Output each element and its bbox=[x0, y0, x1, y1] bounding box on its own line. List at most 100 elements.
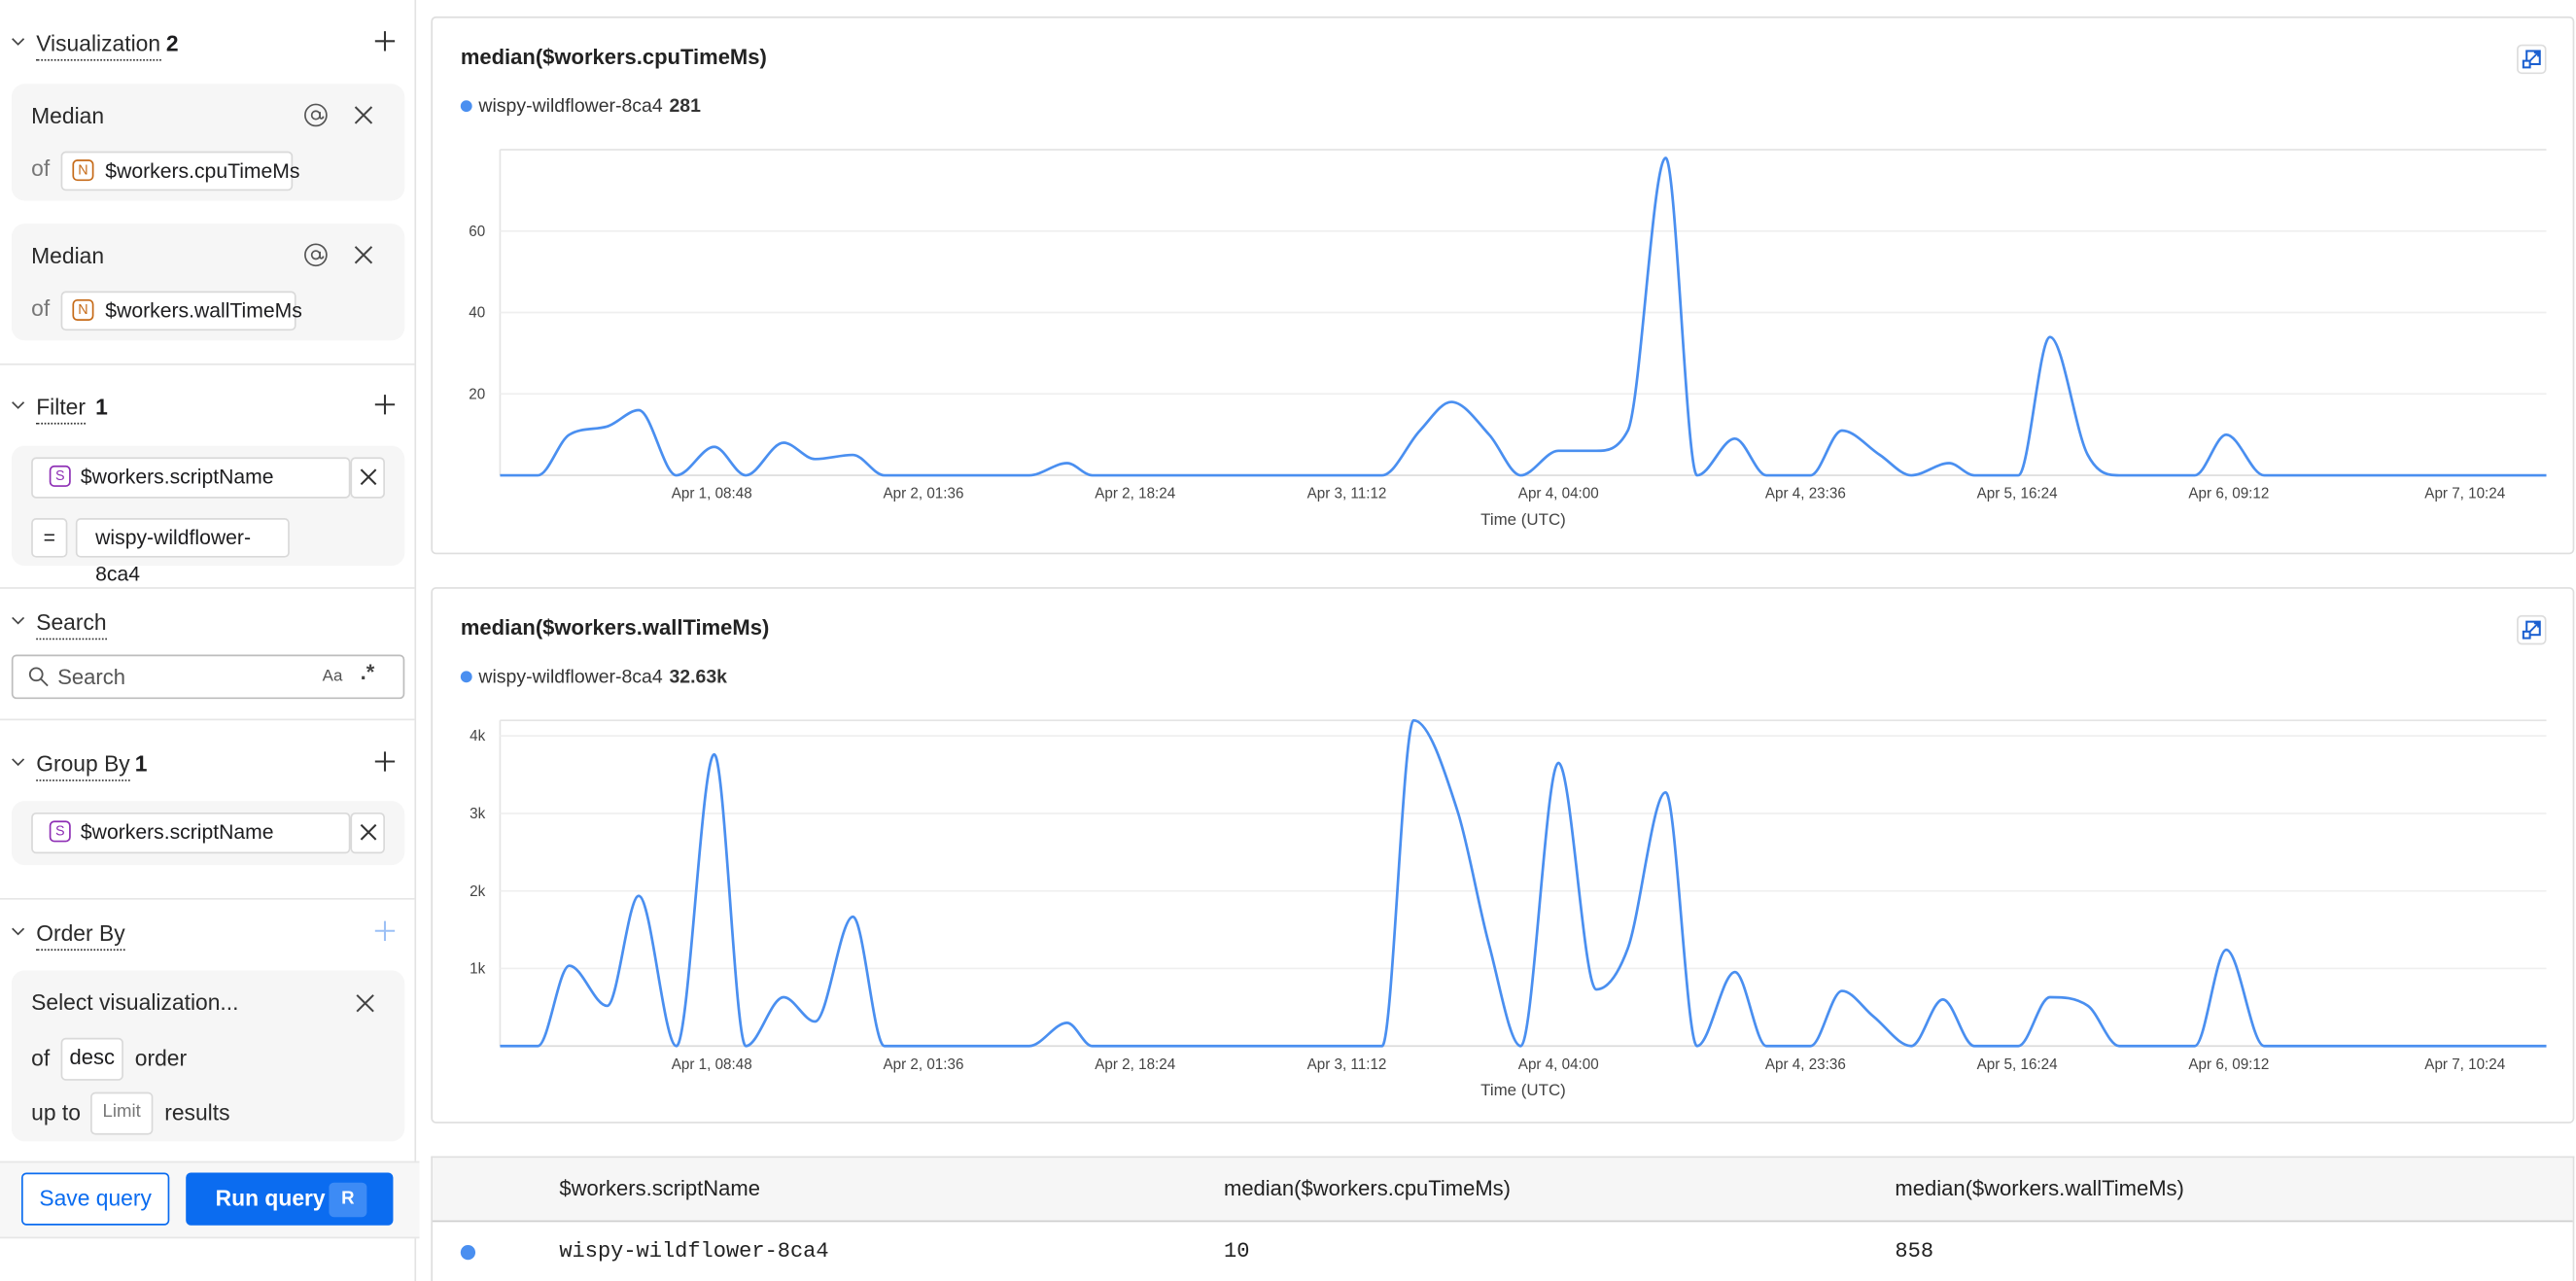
match-case-toggle[interactable]: Aa bbox=[322, 668, 343, 686]
divider bbox=[0, 718, 415, 721]
string-type-badge: S bbox=[49, 820, 71, 843]
table-cell: wispy-wildflower-8ca4 bbox=[559, 1238, 829, 1264]
limit-input[interactable]: Limit bbox=[90, 1091, 154, 1135]
visualization-title: Visualization bbox=[36, 31, 161, 61]
alias-at-icon[interactable] bbox=[302, 102, 329, 128]
table-cell: 858 bbox=[1895, 1238, 1934, 1264]
order-by-section-header[interactable]: Order By bbox=[0, 917, 414, 953]
expand-chart-button[interactable] bbox=[2517, 44, 2547, 75]
group-by-card: S $workers.scriptName bbox=[11, 801, 405, 866]
x-tick-label: Apr 4, 23:36 bbox=[1765, 486, 1846, 502]
column-header[interactable]: median($workers.cpuTimeMs) bbox=[1223, 1175, 1512, 1201]
order-by-title: Order By bbox=[36, 921, 125, 952]
chevron-down-icon[interactable] bbox=[12, 755, 25, 769]
operator-select[interactable]: = bbox=[31, 518, 68, 558]
x-tick-label: Apr 7, 10:24 bbox=[2424, 1056, 2505, 1073]
aggregate-function[interactable]: Median bbox=[31, 243, 105, 268]
save-query-button[interactable]: Save query bbox=[20, 1172, 170, 1226]
x-tick-label: Apr 4, 04:00 bbox=[1518, 486, 1599, 502]
series-color-dot bbox=[460, 1244, 476, 1261]
x-tick-label: Apr 4, 04:00 bbox=[1518, 1056, 1599, 1073]
filter-count: 1 bbox=[95, 395, 108, 420]
field-chip[interactable]: N $workers.cpuTimeMs bbox=[60, 151, 300, 191]
query-builder-sidebar: Visualization 2 Median of N $workers.cpu… bbox=[0, 0, 420, 1281]
add-visualization-plus-icon[interactable] bbox=[373, 29, 397, 52]
y-tick-label: 2k bbox=[470, 883, 485, 900]
chevron-down-icon[interactable] bbox=[12, 613, 25, 627]
search-icon bbox=[28, 667, 49, 687]
chevron-down-icon[interactable] bbox=[12, 924, 25, 938]
remove-x-icon[interactable] bbox=[350, 102, 376, 128]
remove-filter-button[interactable] bbox=[350, 457, 385, 499]
number-type-badge: N bbox=[72, 298, 94, 321]
filter-card: S $workers.scriptName = wispy-wildflower… bbox=[11, 445, 405, 585]
visualization-section-header[interactable]: Visualization 2 bbox=[0, 28, 414, 64]
results-label: results bbox=[164, 1100, 230, 1125]
close-icon bbox=[360, 823, 377, 841]
add-order-by-plus-icon[interactable] bbox=[373, 919, 397, 943]
search-section-header[interactable]: Search bbox=[0, 606, 414, 642]
divider bbox=[0, 587, 415, 589]
add-group-by-plus-icon[interactable] bbox=[373, 750, 397, 774]
regex-toggle[interactable]: .* bbox=[360, 659, 375, 684]
chart-legend[interactable]: wispy-wildflower-8ca4 281 bbox=[460, 96, 701, 118]
cpu-time-chart-panel: 20 40 60 Apr 1, 08:48 Apr 2, 01:36 Apr 2, 18:… bbox=[431, 16, 2575, 555]
field-name: $workers.scriptName bbox=[80, 465, 274, 489]
field-chip[interactable]: N $workers.wallTimeMs bbox=[60, 291, 302, 331]
search-title: Search bbox=[36, 610, 107, 640]
chevron-down-icon[interactable] bbox=[12, 35, 25, 49]
x-tick-label: Apr 2, 01:36 bbox=[884, 1056, 964, 1073]
remove-x-icon[interactable] bbox=[350, 242, 376, 268]
x-tick-label: Apr 3, 11:12 bbox=[1307, 486, 1387, 502]
search-input[interactable]: Search Aa .* bbox=[11, 654, 405, 700]
run-query-button[interactable]: Run query R bbox=[186, 1172, 394, 1226]
filter-section-header[interactable]: Filter 1 bbox=[0, 392, 414, 428]
select-visualization-dropdown[interactable]: Select visualization... bbox=[31, 989, 239, 1016]
y-tick-label: 1k bbox=[470, 961, 485, 978]
x-tick-label: Apr 2, 18:24 bbox=[1095, 1056, 1175, 1073]
expand-chart-button[interactable] bbox=[2517, 614, 2547, 645]
remove-x-icon[interactable] bbox=[352, 990, 378, 1017]
chevron-down-icon[interactable] bbox=[12, 398, 25, 412]
x-tick-label: Apr 2, 18:24 bbox=[1095, 486, 1175, 502]
of-label: of bbox=[31, 1046, 51, 1071]
chart-title: median($workers.cpuTimeMs) bbox=[460, 44, 767, 70]
add-filter-plus-icon[interactable] bbox=[373, 393, 397, 416]
visualization-card: Median of N $workers.wallTimeMs bbox=[11, 224, 405, 341]
chart-title: median($workers.wallTimeMs) bbox=[460, 614, 770, 640]
chart-legend[interactable]: wispy-wildflower-8ca4 32.63k bbox=[460, 668, 728, 688]
of-label: of bbox=[31, 295, 51, 321]
legend-series-value: 281 bbox=[669, 96, 701, 118]
x-tick-label: Apr 6, 09:12 bbox=[2188, 1056, 2269, 1073]
filter-field-chip[interactable]: S $workers.scriptName bbox=[31, 457, 351, 499]
x-tick-label: Apr 1, 08:48 bbox=[672, 1056, 752, 1073]
run-query-label: Run query bbox=[215, 1186, 326, 1211]
filter-value-input[interactable]: wispy-wildflower-8ca4 bbox=[75, 518, 290, 585]
expand-icon bbox=[2522, 50, 2541, 69]
field-name: $workers.wallTimeMs bbox=[105, 298, 302, 323]
remove-group-by-button[interactable] bbox=[350, 812, 385, 854]
field-name: $workers.cpuTimeMs bbox=[105, 159, 300, 183]
results-table: $workers.scriptName median($workers.cpuT… bbox=[431, 1156, 2575, 1281]
x-tick-label: Apr 2, 01:36 bbox=[884, 486, 964, 502]
table-cell: 10 bbox=[1223, 1238, 1250, 1264]
divider bbox=[0, 363, 415, 365]
legend-series-name: wispy-wildflower-8ca4 bbox=[478, 668, 663, 688]
legend-series-value: 32.63k bbox=[669, 668, 728, 688]
group-by-count: 1 bbox=[134, 751, 148, 777]
group-by-title: Group By bbox=[36, 751, 130, 781]
column-header[interactable]: $workers.scriptName bbox=[559, 1175, 760, 1201]
y-tick-label: 20 bbox=[469, 386, 485, 402]
group-by-field-chip[interactable]: S $workers.scriptName bbox=[31, 812, 351, 854]
group-by-section-header[interactable]: Group By 1 bbox=[0, 748, 414, 784]
direction-select[interactable]: desc bbox=[60, 1037, 123, 1081]
filter-title: Filter bbox=[36, 395, 86, 425]
expand-icon bbox=[2522, 620, 2541, 640]
column-header[interactable]: median($workers.wallTimeMs) bbox=[1895, 1175, 2184, 1201]
sidebar-footer: Save query Run query R bbox=[0, 1160, 420, 1239]
x-tick-label: Apr 6, 09:12 bbox=[2188, 486, 2269, 502]
up-to-label: up to bbox=[31, 1100, 81, 1125]
y-tick-label: 4k bbox=[470, 728, 485, 744]
alias-at-icon[interactable] bbox=[302, 242, 329, 268]
aggregate-function[interactable]: Median bbox=[31, 103, 105, 128]
